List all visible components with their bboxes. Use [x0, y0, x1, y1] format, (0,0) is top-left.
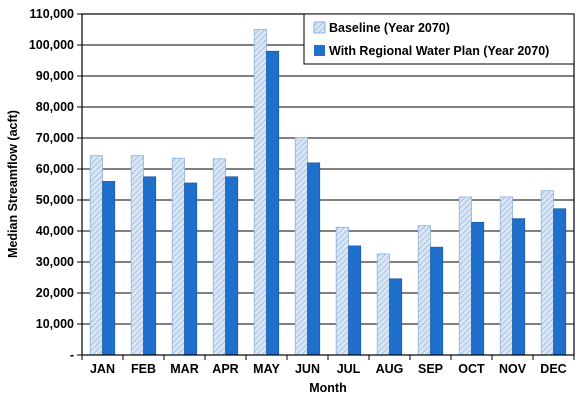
y-tick-label: 60,000	[36, 162, 74, 176]
y-tick-labels: - 10,000 20,000 30,000 40,000 50,000 60,000 70,…	[29, 7, 74, 362]
bar-regional-plan	[389, 278, 403, 356]
bar-baseline	[212, 158, 226, 356]
y-tick-label: 20,000	[36, 286, 74, 300]
bar-baseline	[376, 253, 390, 356]
legend-label-regional-plan: With Regional Water Plan (Year 2070)	[329, 44, 549, 58]
bar-regional-plan	[553, 208, 567, 356]
plot-area-background	[82, 14, 574, 355]
x-tick-label: JAN	[90, 362, 115, 376]
bar-regional-plan	[307, 162, 321, 356]
y-tick-label: 80,000	[36, 100, 74, 114]
x-tick-label: NOV	[499, 362, 527, 376]
bar-baseline	[171, 157, 185, 356]
bar-regional-plan	[512, 218, 526, 356]
bar-baseline	[540, 190, 554, 356]
bar-baseline	[130, 155, 144, 356]
x-tick-label: AUG	[376, 362, 404, 376]
y-tick-label: 10,000	[36, 317, 74, 331]
y-tick-label: 40,000	[36, 224, 74, 238]
x-tick-labels: JAN FEB MAR APR MAY JUN JUL AUG SEP OCT NOV DEC	[81, 355, 575, 376]
y-tick-label: 30,000	[36, 255, 74, 269]
y-axis-title: Median Streamflow (acft)	[6, 110, 20, 258]
y-tick-label: 50,000	[36, 193, 74, 207]
legend-swatch-baseline	[313, 21, 326, 34]
legend-swatch-regional-plan	[314, 45, 325, 56]
bar-regional-plan	[102, 181, 116, 356]
bar-regional-plan	[184, 182, 198, 356]
bar-baseline	[417, 225, 431, 356]
x-tick-label: SEP	[418, 362, 443, 376]
x-tick-label: JUL	[337, 362, 361, 376]
bar-regional-plan	[471, 222, 485, 356]
x-tick-label: MAY	[253, 362, 280, 376]
bar-baseline	[335, 226, 349, 356]
x-tick-label: APR	[212, 362, 238, 376]
bar-baseline	[89, 155, 103, 356]
x-tick-label: JUN	[295, 362, 320, 376]
y-tick-label: 90,000	[36, 69, 74, 83]
y-tick-label: 110,000	[30, 7, 75, 21]
bar-regional-plan	[348, 245, 362, 356]
bars	[89, 29, 567, 356]
legend: Baseline (Year 2070) With Regional Water…	[303, 13, 575, 65]
bar-regional-plan	[266, 50, 280, 356]
x-tick-label: DEC	[540, 362, 566, 376]
bar-baseline	[499, 196, 513, 356]
bar-regional-plan	[430, 246, 444, 356]
bar-baseline	[458, 196, 472, 356]
x-tick-label: MAR	[170, 362, 198, 376]
legend-box	[303, 13, 575, 65]
x-tick-label: OCT	[458, 362, 485, 376]
bar-baseline	[253, 29, 267, 356]
y-tick-label: 70,000	[36, 131, 74, 145]
y-tick-label: 100,000	[29, 38, 74, 52]
x-axis-title: Month	[309, 381, 346, 395]
legend-label-baseline: Baseline (Year 2070)	[329, 21, 450, 35]
bar-regional-plan	[225, 176, 239, 356]
bar-baseline	[294, 136, 308, 356]
x-tick-label: FEB	[131, 362, 156, 376]
y-tick-label: -	[70, 348, 74, 362]
bar-regional-plan	[143, 176, 157, 356]
